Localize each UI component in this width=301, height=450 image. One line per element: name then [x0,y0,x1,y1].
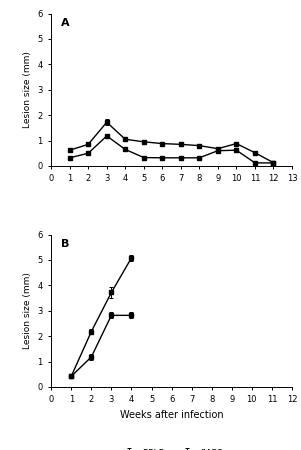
Y-axis label: Lesion size (mm): Lesion size (mm) [23,51,32,128]
Text: B: B [61,239,69,249]
X-axis label: Weeks after infection: Weeks after infection [120,410,223,420]
Y-axis label: Lesion size (mm): Lesion size (mm) [23,272,32,349]
Text: A: A [61,18,70,28]
Legend: RPL5, IMG3: RPL5, IMG3 [117,446,226,450]
